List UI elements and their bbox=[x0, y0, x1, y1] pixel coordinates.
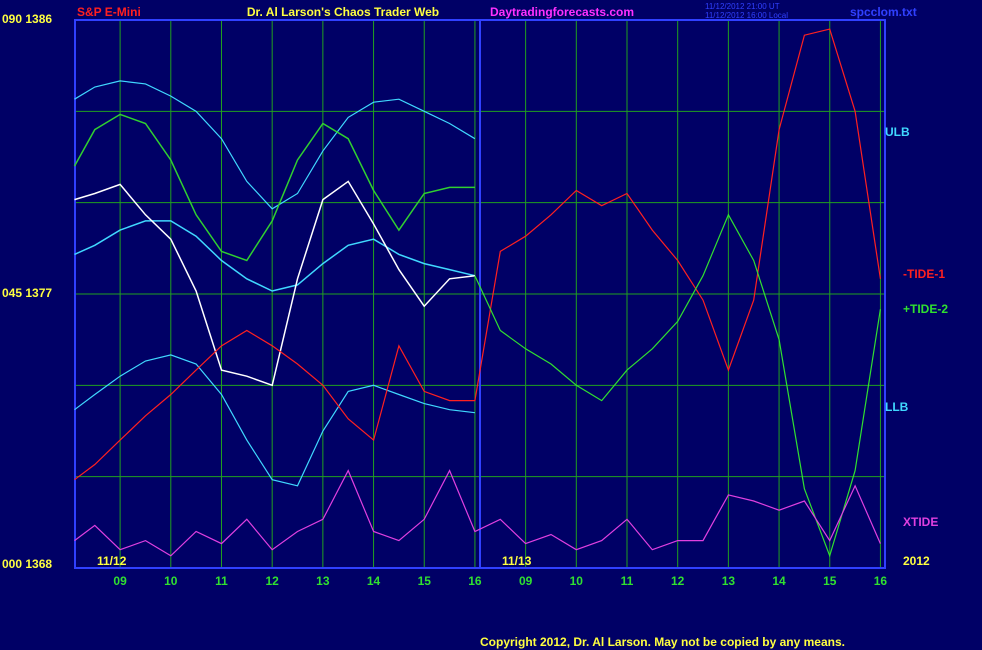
legend-label: +TIDE-2 bbox=[903, 302, 948, 316]
series-line bbox=[74, 469, 881, 557]
series-line bbox=[74, 80, 476, 210]
y-tick-label: 000 1368 bbox=[2, 557, 52, 571]
x-tick-label: 15 bbox=[823, 574, 837, 588]
plot-frame bbox=[74, 19, 886, 569]
series-line bbox=[74, 220, 476, 292]
series-line bbox=[474, 213, 881, 558]
filename: spcclom.txt bbox=[850, 5, 917, 19]
timestamp: 11/12/2012 16:00 Local bbox=[705, 11, 788, 20]
series-line bbox=[74, 180, 475, 387]
legend-label: -TIDE-1 bbox=[903, 267, 945, 281]
instrument: S&P E-Mini bbox=[77, 5, 141, 19]
legend-label: ULB bbox=[885, 125, 910, 139]
y-tick-label: 045 1377 bbox=[2, 286, 52, 300]
series-line bbox=[74, 28, 881, 481]
date-label: 11/13 bbox=[502, 554, 532, 568]
x-tick-label: 09 bbox=[519, 574, 533, 588]
x-tick-label: 12 bbox=[671, 574, 685, 588]
copyright: Copyright 2012, Dr. Al Larson. May not b… bbox=[480, 635, 845, 649]
x-tick-label: 14 bbox=[772, 574, 786, 588]
legend-label: XTIDE bbox=[903, 515, 938, 529]
x-tick-label: 09 bbox=[113, 574, 127, 588]
x-tick-label: 14 bbox=[367, 574, 381, 588]
website: Daytradingforecasts.com bbox=[490, 5, 634, 19]
date-label: 11/12 bbox=[97, 554, 127, 568]
x-tick-label: 10 bbox=[164, 574, 178, 588]
x-tick-label: 13 bbox=[316, 574, 330, 588]
x-tick-label: 11 bbox=[621, 574, 634, 588]
timestamp: 11/12/2012 21:00 UT bbox=[705, 2, 780, 11]
series-line bbox=[74, 354, 475, 487]
chart-title: Dr. Al Larson's Chaos Trader Web bbox=[247, 5, 439, 19]
x-tick-label: 13 bbox=[722, 574, 736, 588]
x-tick-label: 10 bbox=[570, 574, 584, 588]
date-label: 2012 bbox=[903, 554, 930, 568]
y-tick-label: 090 1386 bbox=[2, 12, 52, 26]
x-tick-label: 15 bbox=[418, 574, 432, 588]
legend-label: LLB bbox=[885, 400, 909, 414]
series-line bbox=[73, 113, 475, 262]
x-tick-label: 12 bbox=[265, 574, 279, 588]
x-tick-label: 16 bbox=[874, 574, 888, 588]
x-tick-label: 16 bbox=[468, 574, 482, 588]
x-tick-label: 11 bbox=[215, 574, 228, 588]
